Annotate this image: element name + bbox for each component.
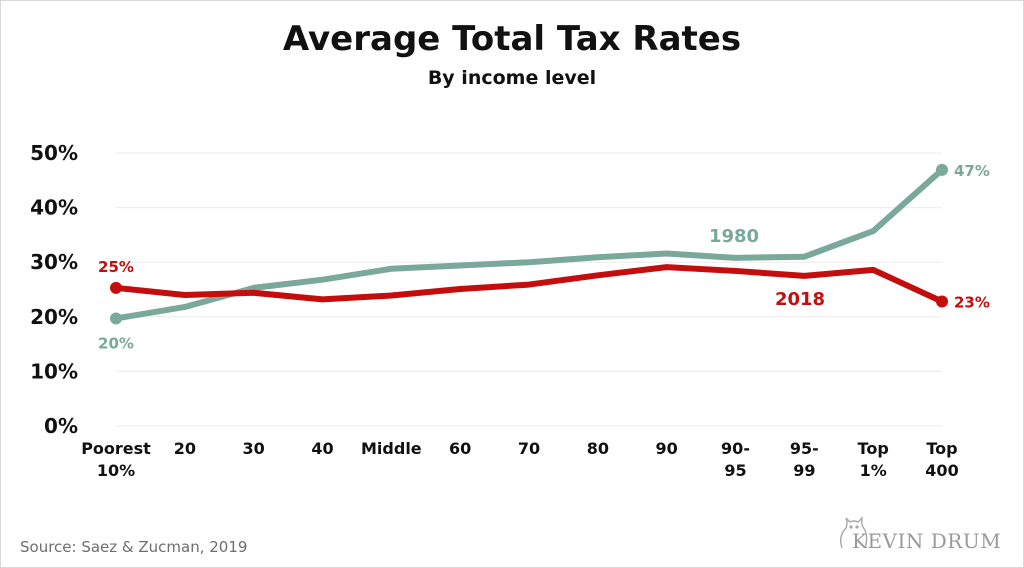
y-tick-label: 30% [30, 250, 78, 274]
y-tick-label: 0% [44, 414, 78, 438]
series-name-2018: 2018 [775, 289, 825, 310]
x-tick-label: 60 [449, 439, 471, 458]
x-tick-label: Middle [361, 439, 422, 458]
start-value-1980: 20% [98, 334, 134, 352]
series-name-1980: 1980 [709, 226, 759, 247]
x-tick-label: 20 [174, 439, 196, 458]
x-axis-ticks: Poorest 10% 20 30 40 Middle 60 70 80 90 90-95 95-99… [81, 439, 959, 480]
x-tick-label: Poorest 10% [81, 439, 151, 480]
x-tick-label: 70 [518, 439, 540, 458]
y-tick-label: 10% [30, 359, 78, 383]
y-tick-label: 40% [30, 196, 78, 220]
start-value-2018: 25% [98, 258, 134, 276]
end-value-1980: 47% [954, 162, 990, 180]
x-tick-label: Top 1% [858, 439, 889, 480]
series-line-1980 [113, 166, 945, 322]
x-tick-label: 90-95 [721, 439, 750, 480]
chart-title: Average Total Tax Rates [283, 19, 741, 59]
logo-text: KEVIN DRUM [852, 529, 1001, 553]
series-point-2018 [936, 295, 948, 308]
y-axis-ticks: 0% 10% 20% 30% 40% 50% [30, 141, 78, 438]
x-tick-label: 80 [587, 439, 609, 458]
x-tick-label: Top 400 [925, 439, 958, 480]
end-value-2018: 23% [954, 294, 990, 312]
series-labels: 1980 20% 47% 2018 25% 23% [98, 162, 990, 353]
chart-subtitle: By income level [428, 67, 596, 89]
gridlines [116, 152, 942, 427]
series-lines [110, 163, 948, 325]
kevin-drum-logo: KEVIN DRUM [839, 515, 1001, 553]
series-point-1980 [110, 312, 122, 325]
x-tick-label: 90 [656, 439, 678, 458]
series-point-2018 [110, 281, 122, 294]
series-point-1980 [936, 163, 948, 176]
series-line-2018 [113, 264, 945, 305]
y-tick-label: 50% [30, 141, 78, 165]
cat-icon [839, 515, 868, 549]
x-tick-label: 95-99 [790, 439, 819, 480]
y-tick-label: 20% [30, 305, 78, 329]
source-note: Source: Saez & Zucman, 2019 [20, 538, 247, 556]
x-tick-label: 40 [311, 439, 333, 458]
x-tick-label: 30 [243, 439, 265, 458]
